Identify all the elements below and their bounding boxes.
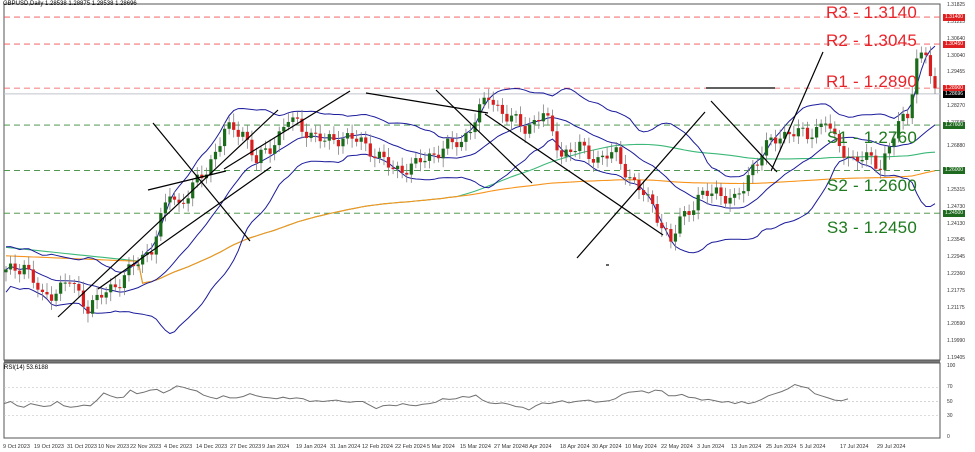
price-axis-label: 1.28270: [947, 103, 966, 110]
price-axis-label: 1.22360: [947, 271, 966, 277]
price-axis-label: 1.29455: [947, 69, 966, 76]
rsi-axis-label: 50: [947, 398, 953, 405]
price-axis-label: 1.31225: [947, 19, 966, 26]
date-axis-label: 22 May 2024: [661, 444, 693, 450]
level-price-tag-s2: 1.26000: [943, 167, 966, 175]
level-price-tag-s1: 1.27600: [943, 121, 966, 129]
price-axis-label: 1.20590: [947, 321, 966, 328]
price-axis-label: 1.21175: [947, 304, 965, 311]
level-label-r3: R3 - 1.3140: [825, 3, 917, 22]
date-axis-label: 19 Jan 2024: [296, 444, 327, 450]
date-axis-label: 9 Oct 2023: [3, 444, 30, 450]
price-axis-label: 1.26880: [947, 142, 966, 149]
date-axis-label: 10 Nov 2023: [98, 444, 130, 450]
rsi-axis-label: 70: [947, 384, 953, 391]
bollinger-bands: [5, 45, 936, 335]
price-axis-label: 1.19405: [947, 355, 966, 361]
price-axis-label: 1.21775: [947, 287, 966, 294]
rsi-axis-label: 100: [947, 363, 956, 369]
symbol-title: GBPUSD,Daily 1.28538 1.28875 1.28538 1.2…: [3, 1, 137, 7]
price-axis-label: 1.24730: [947, 203, 966, 210]
price-axis-label: 1.24130: [947, 220, 966, 227]
candlesticks: [4, 46, 937, 323]
rsi-axis-label: 30: [947, 412, 953, 419]
date-axis-label: 30 Apr 2024: [592, 444, 622, 450]
date-axis-label: 31 Oct 2023: [67, 444, 97, 450]
date-axis-label: 4 Dec 2023: [164, 444, 193, 450]
current-price-tag: 1.28696: [943, 91, 966, 99]
date-axis-label: 22 Nov 2023: [130, 444, 162, 450]
level-label-r1: R1 - 1.2890: [825, 72, 917, 91]
rsi-line: [3, 383, 940, 417]
price-axis-label: 1.19990: [947, 338, 966, 345]
date-axis-label: 18 Apr 2024: [560, 444, 590, 450]
date-axis-label: 17 Jul 2024: [840, 444, 869, 450]
date-axis-label: 8 Apr 2024: [525, 444, 552, 450]
price-axis-label: 1.31825: [947, 2, 966, 8]
rsi-title: RSI(14) 53.6188: [4, 365, 49, 371]
date-axis-label: 14 Dec 2023: [196, 444, 228, 450]
date-axis-label: 19 Oct 2023: [34, 444, 64, 450]
level-label-s1: S1 - 1.2760: [826, 128, 917, 147]
date-axis-label: 13 Jun 2024: [731, 444, 762, 450]
price-axis-label: 1.30040: [947, 52, 966, 59]
date-axis-label: 27 Dec 2023: [230, 444, 262, 450]
level-price-tag-r2: 1.30450: [943, 40, 966, 48]
date-axis-label: 10 May 2024: [625, 444, 657, 450]
support-resistance-lines: [4, 16, 940, 214]
date-axis-label: 22 Feb 2024: [395, 444, 426, 450]
date-axis-label: 25 Jun 2024: [766, 444, 797, 450]
trendlines: [57, 51, 824, 318]
level-price-tag-s3: 1.24500: [943, 209, 966, 217]
moving-averages: [5, 143, 936, 284]
date-axis-label: 9 Jan 2024: [262, 444, 290, 450]
date-axis-label: 3 Jun 2024: [697, 444, 725, 450]
level-label-r2: R2 - 1.3045: [825, 31, 917, 50]
date-axis-label: 31 Jan 2024: [330, 444, 361, 450]
date-axis-label: 5 Jul 2024: [800, 444, 826, 450]
level-label-s3: S3 - 1.2450: [826, 218, 917, 237]
price-axis-label: 1.30640: [947, 35, 966, 42]
price-axis-label: 1.25315: [947, 187, 966, 194]
date-axis-label: 5 Mar 2024: [427, 444, 455, 450]
price-axis-label: 1.23545: [947, 237, 966, 244]
level-label-s2: S2 - 1.2600: [826, 176, 917, 195]
date-axis-label: 29 Jul 2024: [877, 444, 906, 450]
price-panel-border: [3, 3, 941, 361]
rsi-axis-label: 0: [947, 434, 950, 440]
date-axis-label: 27 Mar 2024: [494, 444, 525, 450]
level-price-tag-r3: 1.31400: [943, 13, 966, 21]
level-price-tag-r1: 1.28900: [943, 84, 966, 92]
date-axis-label: 12 Feb 2024: [362, 444, 393, 450]
price-axis-label: 1.22945: [947, 254, 966, 261]
date-axis-label: 15 Mar 2024: [460, 444, 491, 450]
rsi-panel-border: [3, 362, 941, 439]
